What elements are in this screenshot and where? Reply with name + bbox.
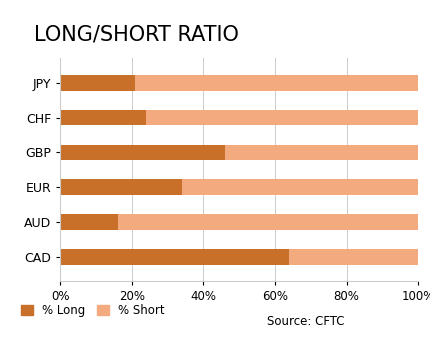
Bar: [60, 179, 181, 195]
Legend: % Long, % Short: % Long, % Short: [16, 300, 169, 322]
Bar: [289, 249, 417, 265]
Text: Source: CFTC: Source: CFTC: [267, 315, 344, 328]
Bar: [181, 179, 417, 195]
Bar: [117, 214, 417, 230]
Bar: [60, 110, 146, 126]
Text: LONG/SHORT RATIO: LONG/SHORT RATIO: [34, 24, 239, 44]
Bar: [60, 214, 117, 230]
Bar: [60, 144, 224, 160]
Bar: [135, 75, 417, 91]
Bar: [224, 144, 417, 160]
Bar: [146, 110, 417, 126]
Bar: [60, 75, 135, 91]
Bar: [60, 249, 289, 265]
